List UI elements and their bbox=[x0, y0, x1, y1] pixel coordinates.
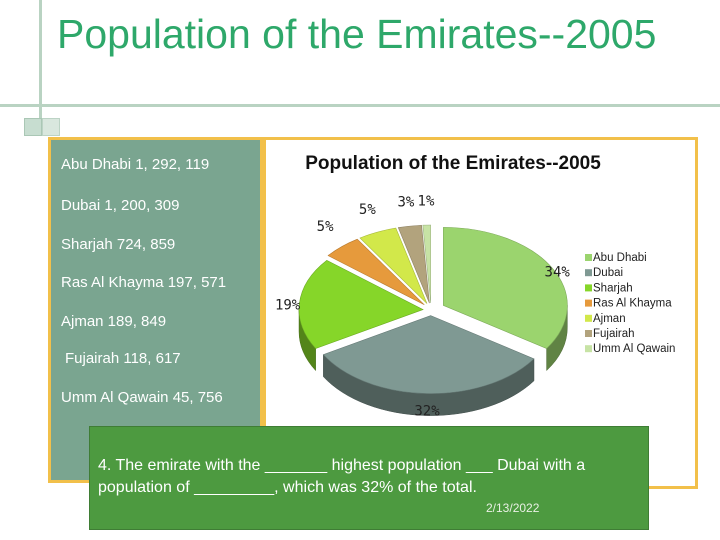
list-item: Umm Al Qawain 45, 756 bbox=[61, 389, 223, 406]
list-item: Fujairah 118, 617 bbox=[65, 350, 181, 367]
data-label: 1% bbox=[418, 193, 435, 209]
data-label: 3% bbox=[397, 195, 414, 211]
legend-entry: Umm Al Qawain bbox=[593, 343, 675, 355]
data-label: 5% bbox=[317, 219, 334, 235]
question-text: 4. The emirate with the _______ highest … bbox=[98, 457, 586, 496]
legend-entry: Ras Al Khayma bbox=[593, 298, 672, 310]
pie-slice-fujairah bbox=[397, 224, 430, 304]
legend-swatch bbox=[585, 345, 592, 353]
list-item: Abu Dhabi 1, 292, 119 bbox=[61, 156, 210, 173]
list-item: Dubai 1, 200, 309 bbox=[61, 197, 180, 214]
legend-entry: Abu Dhabi bbox=[593, 252, 647, 264]
slide-title: Population of the Emirates--2005 bbox=[57, 11, 657, 57]
legend-entry: Ajman bbox=[593, 313, 626, 325]
pie-slice-ras-al-khayma bbox=[327, 238, 425, 306]
decorative-square bbox=[42, 118, 60, 136]
data-label: 19% bbox=[275, 298, 301, 314]
pie-slice-sharjah bbox=[298, 260, 424, 349]
data-label: 34% bbox=[545, 264, 571, 280]
data-label: 5% bbox=[359, 202, 376, 218]
legend-swatch bbox=[585, 299, 592, 307]
decorative-square bbox=[24, 118, 42, 136]
legend-entry: Fujairah bbox=[593, 328, 635, 340]
list-item: Ras Al Khayma 197, 571 bbox=[61, 274, 227, 291]
population-list-panel: Abu Dhabi 1, 292, 119 Dubai 1, 200, 309 … bbox=[48, 137, 263, 483]
legend-entry: Sharjah bbox=[593, 282, 633, 294]
pie-slice-umm-al-qawain bbox=[422, 224, 431, 304]
slide-date: 2/13/2022 bbox=[486, 501, 540, 515]
pie-slice-ajman bbox=[359, 227, 428, 304]
data-label: 32% bbox=[414, 404, 440, 420]
pie-slice-abu-dhabi bbox=[443, 227, 568, 349]
list-item: Sharjah 724, 859 bbox=[61, 236, 176, 253]
decorative-vertical-line bbox=[39, 0, 42, 128]
list-item: Ajman 189, 849 bbox=[61, 313, 167, 330]
pie-slice-dubai bbox=[322, 315, 535, 394]
legend-swatch bbox=[585, 254, 592, 261]
decorative-horizontal-line bbox=[0, 104, 720, 107]
legend-swatch bbox=[585, 284, 592, 292]
legend-swatch bbox=[585, 269, 592, 277]
chart-panel: Population of the Emirates--2005 34% 32% 1… bbox=[263, 137, 698, 489]
legend-entry: Dubai bbox=[593, 267, 623, 279]
pie-chart: Population of the Emirates--2005 34% 32% 1… bbox=[275, 153, 675, 420]
chart-title: Population of the Emirates--2005 bbox=[305, 153, 601, 174]
legend-swatch bbox=[585, 330, 592, 337]
legend-swatch bbox=[585, 314, 592, 322]
question-box: 4. The emirate with the _______ highest … bbox=[89, 426, 649, 530]
